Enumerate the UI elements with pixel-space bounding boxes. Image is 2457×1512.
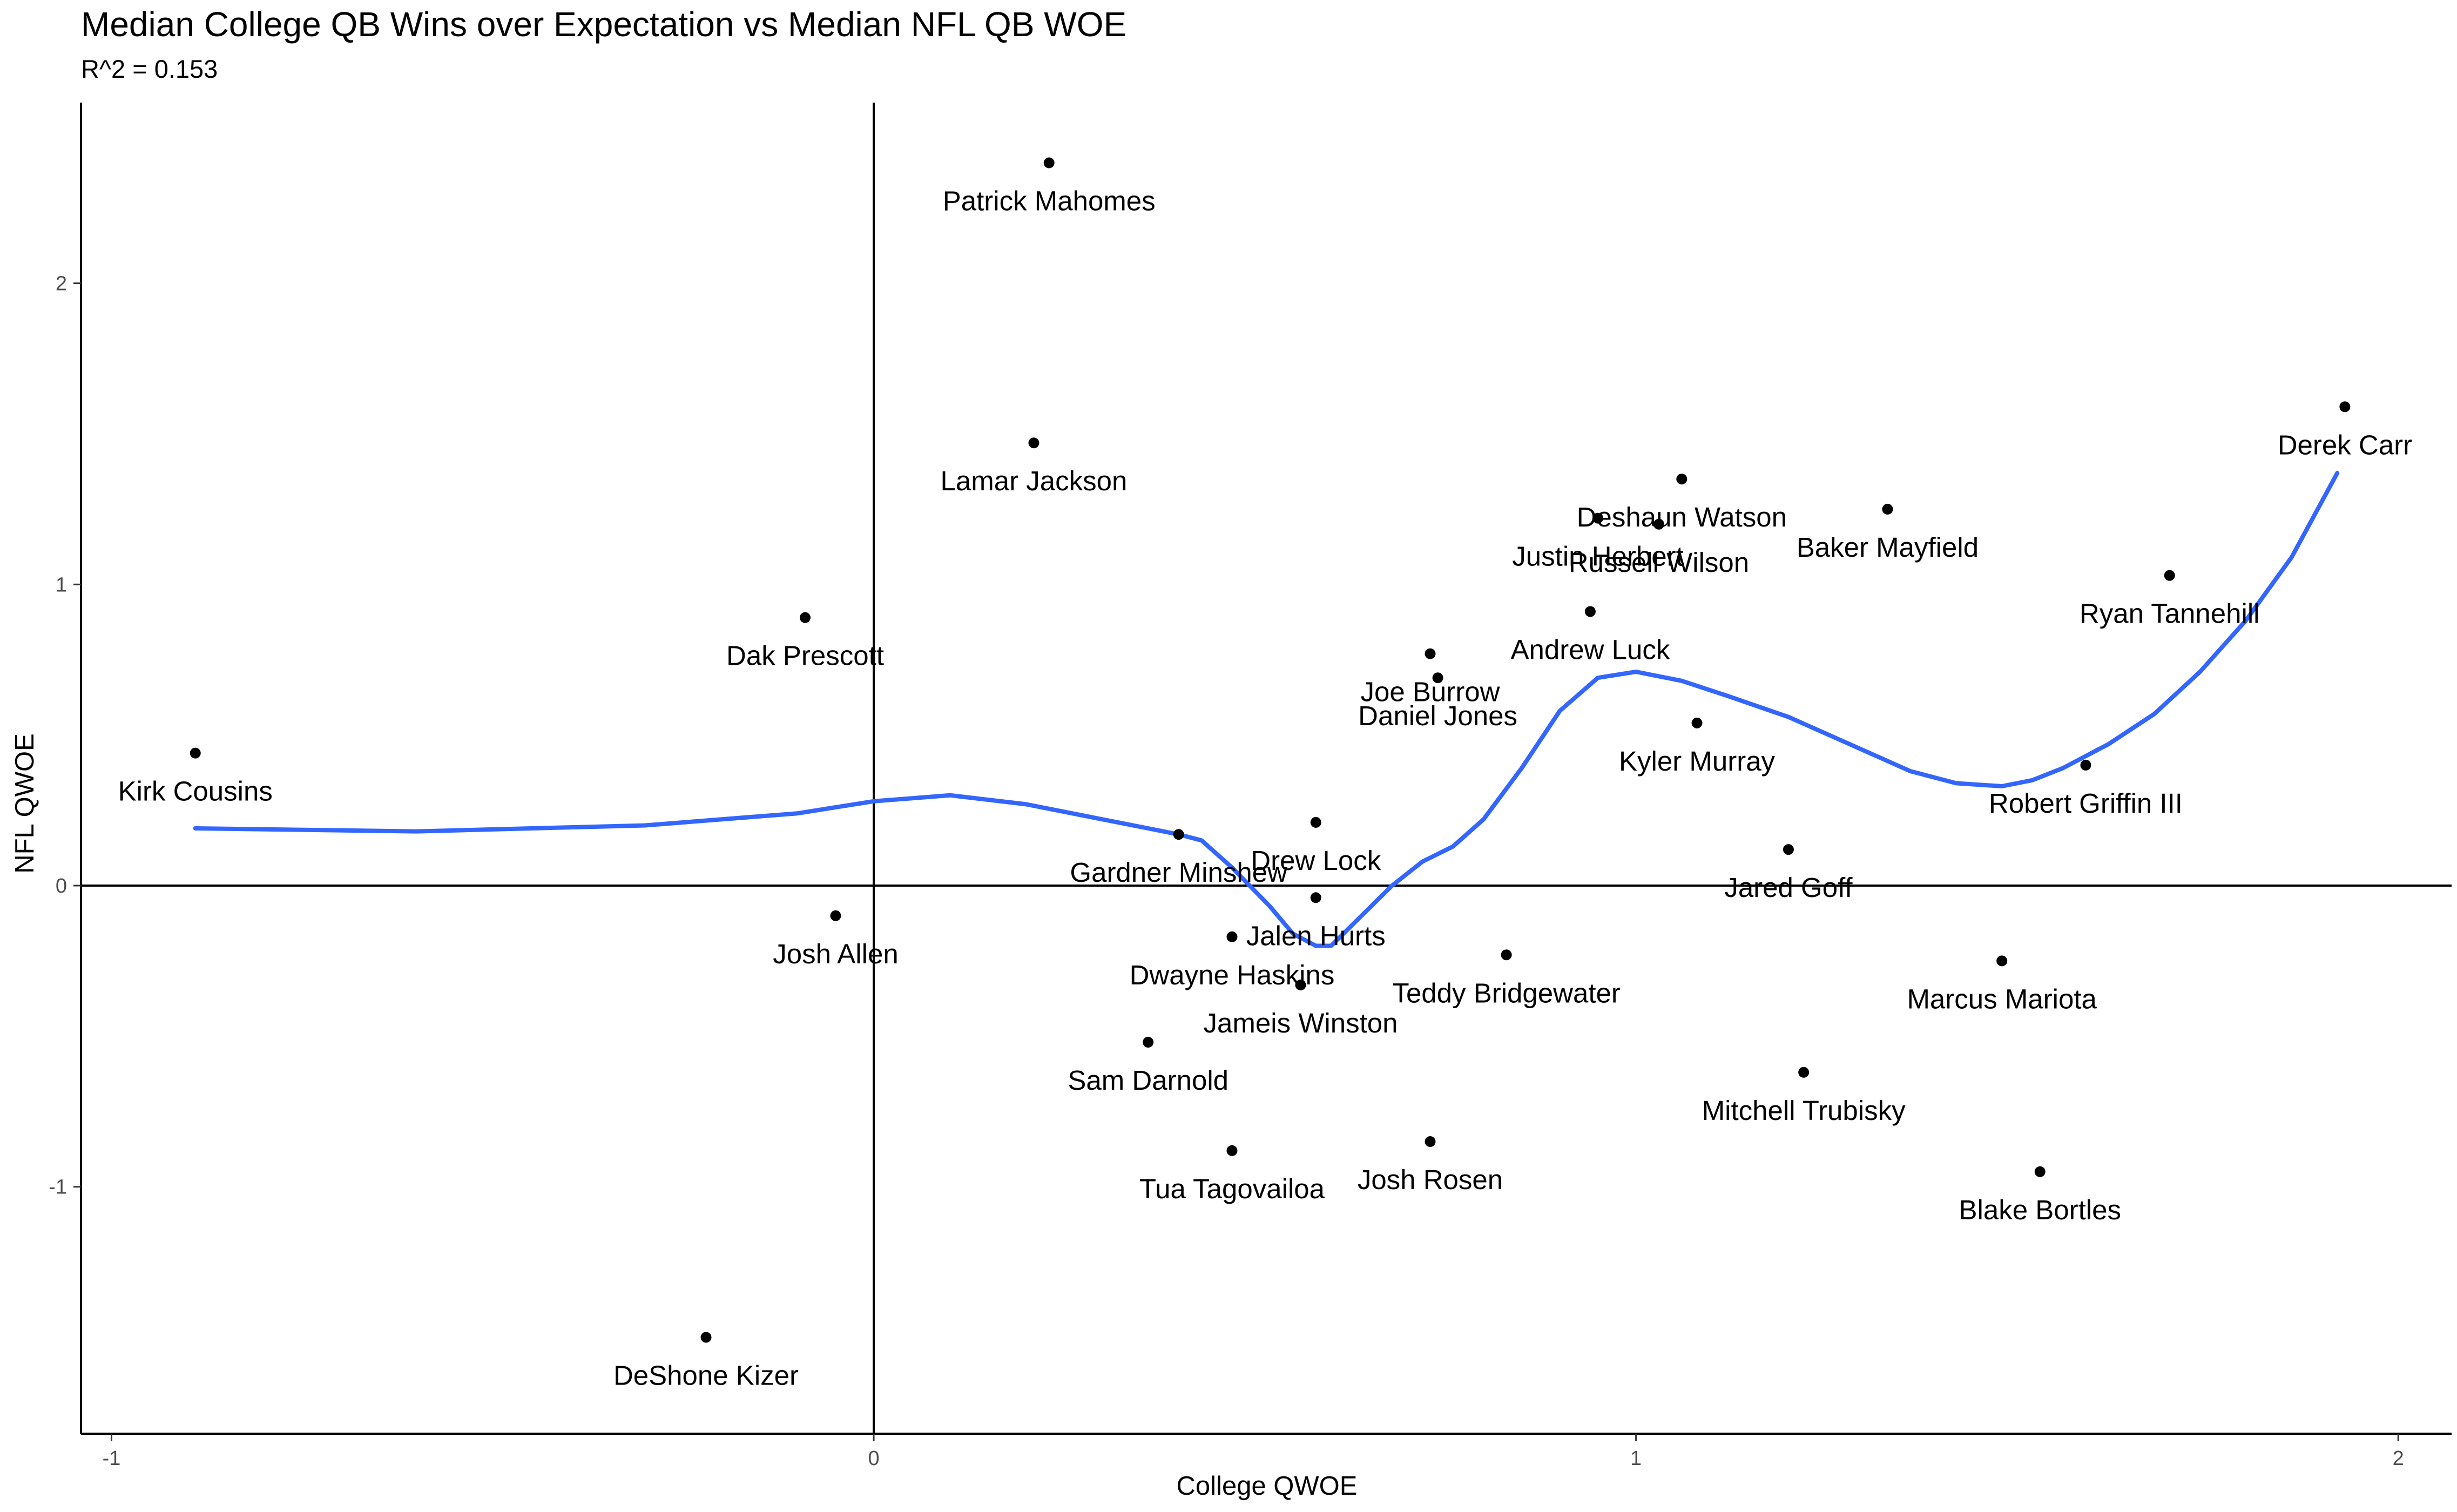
- point-label: Andrew Luck: [1511, 634, 1670, 665]
- point-label: Marcus Mariota: [1907, 983, 2097, 1014]
- plot-area: -1 0 1 2 -1 0 1 2 Patrick Mahomes Derek Carr Lamar…: [49, 103, 2452, 1470]
- x-tick-label: 1: [1630, 1447, 1642, 1470]
- data-point: [1783, 844, 1794, 855]
- point-label: Tua Tagovailoa: [1139, 1173, 1325, 1204]
- point-label: Gardner Minshew: [1070, 857, 1287, 888]
- point-label: Derek Carr: [2278, 429, 2412, 460]
- point-label: Josh Rosen: [1358, 1164, 1503, 1195]
- data-point: [2034, 1166, 2046, 1177]
- point-label: Justin Herbert: [1512, 541, 1683, 572]
- point-label: Daniel Jones: [1358, 700, 1517, 731]
- data-point: [1043, 157, 1055, 168]
- point-label: Joe Burrow: [1361, 677, 1500, 707]
- data-point: [1310, 892, 1321, 903]
- data-point: [1882, 503, 1893, 515]
- data-point: [1501, 949, 1512, 961]
- point-label: Kirk Cousins: [118, 776, 273, 807]
- point-label: Teddy Bridgewater: [1392, 977, 1620, 1008]
- data-point: [1143, 1037, 1154, 1048]
- y-tick-label: 2: [56, 273, 67, 295]
- data-point: [2080, 759, 2091, 771]
- data-point: [1173, 829, 1184, 840]
- y-axis-title: NFL QWOE: [10, 733, 39, 874]
- y-tick-label: 1: [56, 573, 67, 596]
- data-point: [190, 747, 201, 759]
- data-point: [1798, 1066, 1810, 1078]
- point-label: Drew Lock: [1251, 845, 1381, 876]
- point-label: Lamar Jackson: [941, 465, 1128, 496]
- point-label: Deshaun Watson: [1577, 502, 1787, 532]
- smooth-trend-line: [193, 471, 2340, 948]
- data-point: [1425, 1136, 1436, 1148]
- x-axis-title: College QWOE: [1177, 1472, 1358, 1501]
- data-point: [830, 910, 841, 921]
- y-tick-label: 0: [56, 875, 67, 897]
- point-label: Russell Wilson: [1569, 547, 1749, 578]
- point-label: Baker Mayfield: [1797, 532, 1979, 563]
- chart-subtitle: R^2 = 0.153: [81, 55, 218, 83]
- data-point: [1592, 512, 1604, 524]
- point-label: Jalen Hurts: [1246, 920, 1386, 951]
- x-tick-label: 2: [2393, 1447, 2404, 1470]
- point-label: Josh Allen: [773, 939, 899, 969]
- data-point: [1226, 1145, 1238, 1156]
- x-tick-label: 0: [868, 1447, 879, 1470]
- point-label: Blake Bortles: [1959, 1194, 2121, 1225]
- point-label: Kyler Murray: [1619, 746, 1776, 777]
- point-label: Mitchell Trubisky: [1702, 1095, 1906, 1126]
- point-label: Patrick Mahomes: [943, 186, 1156, 217]
- data-point: [1996, 955, 2008, 967]
- point-label: Dak Prescott: [726, 640, 884, 671]
- point-label: Jameis Winston: [1204, 1008, 1398, 1038]
- data-point: [700, 1332, 712, 1343]
- data-point: [1226, 931, 1238, 942]
- data-point: [1432, 672, 1443, 684]
- chart-title: Median College QB Wins over Expectation …: [81, 5, 1127, 44]
- data-point: [1584, 606, 1596, 617]
- data-point: [2164, 570, 2175, 581]
- data-point: [1028, 437, 1040, 449]
- data-point: [1653, 518, 1664, 530]
- point-label: Sam Darnold: [1068, 1065, 1228, 1096]
- data-point: [1295, 980, 1306, 991]
- data-point: [1310, 816, 1321, 828]
- point-label: Ryan Tannehill: [2080, 598, 2260, 629]
- point-label: Robert Griffin III: [1989, 788, 2183, 819]
- x-tick-label: -1: [103, 1447, 121, 1470]
- data-point: [1425, 648, 1436, 659]
- point-label: DeShone Kizer: [613, 1360, 799, 1391]
- data-point: [1676, 474, 1688, 485]
- data-point: [799, 612, 811, 623]
- data-point: [2339, 401, 2351, 413]
- data-point: [1691, 717, 1703, 728]
- point-label: Jared Goff: [1724, 872, 1853, 903]
- y-tick-label: -1: [49, 1176, 67, 1199]
